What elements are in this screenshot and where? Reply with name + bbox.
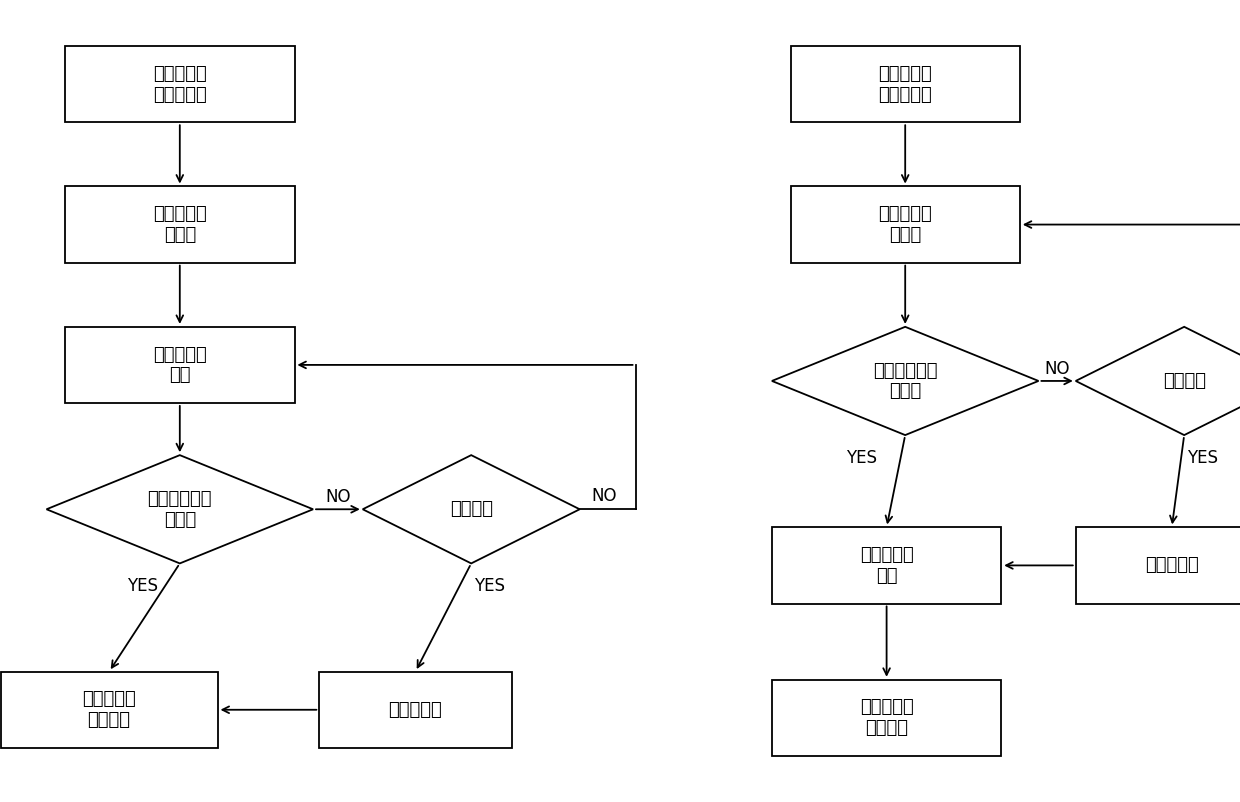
- Text: YES: YES: [474, 577, 506, 595]
- Polygon shape: [46, 456, 312, 563]
- Text: 故障检测及
容错处理: 故障检测及 容错处理: [82, 691, 136, 729]
- Bar: [771, 528, 1002, 603]
- Bar: [1075, 528, 1240, 603]
- Bar: [64, 46, 295, 122]
- Text: NO: NO: [1044, 360, 1070, 378]
- Text: 置副机故障: 置副机故障: [388, 701, 443, 719]
- Text: 是否超时: 是否超时: [1163, 372, 1205, 390]
- Text: 向副机发送
数据: 向副机发送 数据: [153, 346, 207, 384]
- Text: 故障检测及
容错处理: 故障检测及 容错处理: [859, 699, 914, 737]
- Text: YES: YES: [1188, 448, 1218, 467]
- Text: YES: YES: [126, 577, 159, 595]
- Text: 飞行控制数
据解算: 飞行控制数 据解算: [878, 205, 932, 244]
- Text: NO: NO: [325, 488, 351, 506]
- Text: 副机数据全部
到否？: 副机数据全部 到否？: [148, 490, 212, 529]
- Bar: [791, 187, 1021, 263]
- Polygon shape: [362, 456, 580, 563]
- Text: 向主机发送
数据: 向主机发送 数据: [859, 546, 914, 585]
- Bar: [64, 327, 295, 403]
- Bar: [791, 46, 1021, 122]
- Polygon shape: [1075, 327, 1240, 435]
- Text: 副机进入同
步任务入口: 副机进入同 步任务入口: [878, 65, 932, 103]
- Bar: [320, 672, 511, 747]
- Bar: [64, 187, 295, 263]
- Text: 置主机故障: 置主机故障: [1145, 557, 1199, 574]
- Text: 飞行控制数
据解算: 飞行控制数 据解算: [153, 205, 207, 244]
- Text: 主机数据全部
到否？: 主机数据全部 到否？: [873, 362, 937, 400]
- Text: 是否超时: 是否超时: [450, 500, 492, 518]
- Text: 主机进入同
步任务入口: 主机进入同 步任务入口: [153, 65, 207, 103]
- Polygon shape: [771, 327, 1039, 435]
- Text: NO: NO: [591, 488, 618, 505]
- Text: YES: YES: [846, 448, 878, 467]
- Bar: [771, 680, 1002, 755]
- Bar: [1, 672, 218, 747]
